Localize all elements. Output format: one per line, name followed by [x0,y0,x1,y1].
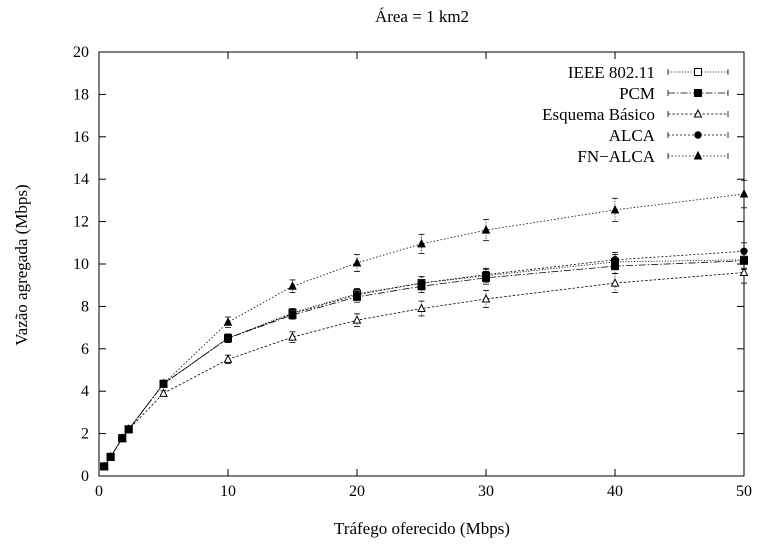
data-point [117,433,127,442]
data-point [417,238,426,248]
y-tick-label: 14 [73,171,89,188]
legend-item: FN−ALCA [577,147,729,166]
y-axis-title: Vazão agregada (Mbps) [12,184,31,345]
data-point [481,293,491,303]
series-3 [100,242,748,471]
data-point [288,281,297,290]
data-point [694,89,702,97]
data-point [611,256,619,264]
data-point [224,334,232,342]
data-point [106,451,115,461]
data-point [99,461,109,470]
chart-title: Área = 1 km2 [375,7,469,26]
data-point [352,315,362,324]
y-tick-label: 6 [81,341,89,358]
legend-label: Esquema Básico [542,105,655,124]
data-point [610,204,620,214]
data-point [417,279,426,287]
data-point [288,332,297,341]
legend-label: ALCA [609,126,656,145]
data-point [739,188,749,198]
y-tick-label: 16 [73,129,89,146]
y-tick-label: 0 [81,468,89,485]
data-point [610,277,620,287]
data-point [124,424,133,433]
legend-label: FN−ALCA [577,147,655,166]
y-tick-label: 2 [81,426,89,443]
data-point [482,270,490,279]
legend: IEEE 802.11 PCM Esquema Básico ALCA FN−ALCA [542,63,729,166]
legend-item: Esquema Básico [542,105,729,124]
data-point [288,310,297,318]
data-point [481,224,491,234]
x-tick-label: 20 [349,483,365,500]
data-point [740,247,748,255]
axis-ticks: 0 10 20 30 40 50 0 2 4 6 8 10 12 14 16 18 20 [73,44,752,500]
y-tick-label: 8 [81,298,89,315]
x-tick-label: 30 [478,483,494,500]
data-point [223,354,233,363]
legend-item: IEEE 802.11 [568,63,729,82]
plot-area [99,179,749,471]
data-point [159,378,168,388]
data-point [417,303,426,313]
y-tick-label: 12 [73,214,89,231]
x-axis-title: Tráfego oferecido (Mbps) [334,519,510,538]
data-point [693,108,703,118]
legend-item: PCM [619,84,729,103]
legend-label: PCM [619,84,655,103]
data-point [693,150,703,160]
data-point [223,317,233,326]
data-point [740,256,748,265]
series-4 [99,179,749,470]
legend-label: IEEE 802.11 [568,63,655,82]
data-point [353,291,361,299]
series-line [103,272,745,467]
data-point [352,257,362,267]
x-tick-label: 0 [95,483,103,500]
data-point [694,131,702,139]
y-tick-label: 4 [81,383,89,400]
y-tick-label: 18 [73,86,89,103]
x-tick-label: 40 [607,483,623,500]
series-line [103,259,745,467]
data-point [694,68,702,76]
x-tick-label: 10 [220,483,236,500]
data-point [739,267,749,276]
x-tick-label: 50 [736,483,752,500]
series-line [103,193,745,467]
series-line [103,260,745,467]
data-point [159,388,168,397]
legend-item: ALCA [609,126,729,145]
y-tick-label: 10 [73,256,89,273]
y-tick-label: 20 [73,44,89,61]
